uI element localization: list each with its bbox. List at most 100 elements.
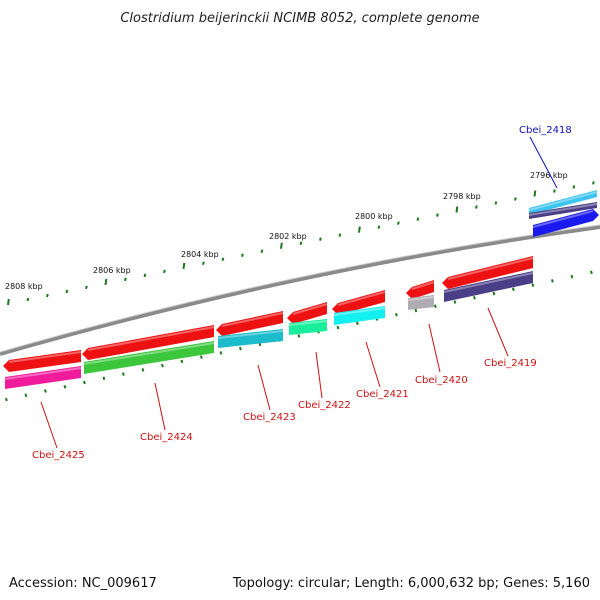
gene-bar [5,366,81,389]
cds-arrow [406,280,434,299]
scale-tick [592,181,595,185]
scale-tick [319,237,322,241]
gene-features [3,190,599,389]
kbp-label: 2806 kbp [93,266,131,275]
gene-label: Cbei_2419 [484,358,537,369]
scale-tick [397,221,400,225]
gene-bar [218,329,283,348]
scale-tick [200,355,203,359]
scale-tick [239,346,242,351]
leader-line [154,382,166,431]
scale-tick [26,297,30,302]
cds-arrow [216,311,283,336]
outer-scale-ticks [7,181,595,306]
scale-tick [141,368,145,372]
scale-tick [572,185,576,189]
scale-tick [85,285,88,290]
scale-tick [219,351,223,355]
kbp-label: 2800 kbp [355,212,393,221]
gene-label: Cbei_2418 [519,125,572,136]
cds-arrow [332,290,385,315]
scale-tick [182,262,186,269]
scale-tick [533,190,537,197]
scale-tick [551,279,554,283]
scale-tick [414,308,418,313]
kbp-label: 2804 kbp [181,250,219,259]
scale-tick [102,376,106,381]
leader-line [529,136,558,189]
scale-tick [46,293,49,298]
scale-tick [336,325,340,330]
gene-label: Cbei_2423 [243,412,296,423]
cds-arrow [442,256,533,289]
leader-line [487,307,509,357]
cds-arrow [533,209,599,237]
scale-tick [24,393,28,398]
kbp-label: 2802 kbp [269,232,307,241]
scale-tick [163,269,166,274]
scale-tick [202,261,205,266]
kbp-label: 2798 kbp [443,192,481,201]
gene-bar [289,319,327,335]
scale-tick [553,189,556,193]
gene-label: Cbei_2421 [356,389,409,400]
scale-tick [280,242,283,249]
leader-line [365,341,381,388]
scale-tick [358,226,361,233]
gene-label: Cbei_2424 [140,432,193,443]
inner-scale-ticks [5,270,593,402]
kbp-label: 2808 kbp [5,282,43,291]
scale-tick [180,359,184,364]
scale-tick [122,372,125,376]
gene-bar [334,306,385,325]
accession-text: Accession: NC_009617 [9,576,157,591]
scale-tick [44,389,47,393]
scale-tick [590,270,593,275]
scale-tick [455,206,459,213]
scale-tick [531,283,535,287]
scale-tick [260,249,264,254]
genome-title: Clostridium beijerinckii NCIMB 8052, com… [120,11,479,26]
leader-line [315,351,323,399]
scale-tick [124,277,127,282]
gene-label: Cbei_2422 [298,400,351,411]
scale-tick [436,213,439,217]
scale-tick [356,321,359,325]
scale-tick [65,289,69,294]
scale-tick [570,274,574,279]
scale-tick [221,257,225,262]
scale-tick [161,363,164,368]
scale-tick [395,312,398,317]
scale-tick [416,217,420,221]
cds-arrow [287,302,327,324]
leader-line [428,323,441,373]
scale-tick [83,380,86,385]
scale-tick [299,241,303,245]
scale-tick [143,273,147,278]
scale-tick [494,201,498,205]
scale-tick [473,296,476,300]
scale-tick [5,397,8,402]
scale-tick [453,300,457,304]
gene-bar [529,190,597,215]
kbp-label: 2796 kbp [530,171,568,180]
scale-tick [514,197,517,201]
genome-stats-text: Topology: circular; Length: 6,000,632 bp… [232,576,590,591]
gene-bar [84,341,214,374]
genome-backbone [0,224,600,356]
gene-label: Cbei_2425 [32,450,85,461]
gene-bar [408,295,434,310]
scale-tick [512,287,515,292]
scale-tick [377,225,381,229]
leader-line [40,401,58,449]
gene-bar [444,271,533,302]
scale-tick [492,291,496,296]
scale-tick [7,298,10,306]
gene-label: Cbei_2420 [415,375,468,386]
scale-tick [104,278,108,286]
leader-line [257,364,271,411]
scale-tick [297,334,301,338]
scale-tick [434,304,437,309]
scale-tick [63,385,67,389]
